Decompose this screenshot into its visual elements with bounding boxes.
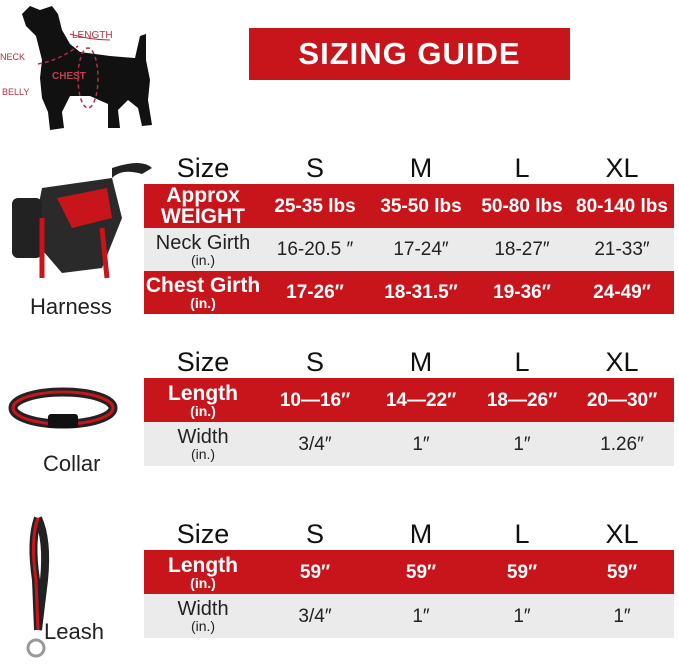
cell: 18-31.5″ [384, 282, 458, 303]
sizing-guide-banner: SIZING GUIDE [249, 28, 570, 80]
row-label: Length [168, 553, 238, 577]
weight-row: Approx WEIGHT 25-35 lbs 35-50 lbs 50-80 l… [144, 184, 674, 228]
cell: 1″ [412, 433, 430, 455]
cell: 59″ [299, 561, 331, 583]
collar-header-row: Size S M L XL [144, 346, 674, 378]
chest-label: CHEST [52, 71, 86, 82]
cell: 80-140 lbs [576, 195, 668, 217]
cell: 3/4″ [298, 433, 332, 455]
row-unit: (in.) [190, 251, 216, 268]
cell: 17-26″ [286, 282, 344, 303]
row-unit: (in.) [190, 295, 216, 311]
cell: 59″ [606, 561, 638, 583]
leash-image [26, 516, 50, 658]
collar-width-row: Width (in.) 3/4″ 1″ 1″ 1.26″ [144, 422, 674, 466]
cell: 3/4″ [298, 605, 332, 627]
size-xl: XL [605, 518, 639, 549]
cell: 18-27″ [494, 239, 550, 260]
row-unit: (in.) [190, 574, 216, 591]
dog-measurement-diagram: LENGTH NECK CHEST BELLY [0, 6, 152, 130]
cell: 18—26″ [486, 389, 558, 411]
row-label: Width [177, 426, 229, 448]
row-label: Width [177, 598, 229, 620]
size-xl: XL [605, 152, 639, 183]
size-s: S [305, 152, 324, 183]
cell: 21-33″ [594, 239, 650, 260]
row-unit: (in.) [190, 446, 216, 462]
cell: 24-49″ [593, 282, 651, 303]
size-header: Size [176, 518, 230, 549]
leash-length-row: Length (in.) 59″ 59″ 59″ 59″ [144, 550, 674, 594]
harness-label: Harness [30, 294, 112, 319]
size-l: L [514, 346, 530, 377]
size-header: Size [176, 346, 230, 377]
cell: 19-36″ [493, 282, 551, 303]
cell: 1″ [513, 433, 531, 455]
size-s: S [305, 518, 324, 549]
cell: 17-24″ [393, 239, 449, 260]
harness-size-table: Size S M L XL Approx WEIGHT 25-35 lbs 35-… [144, 152, 674, 314]
cell: 59″ [405, 561, 437, 583]
row-unit: (in.) [190, 402, 216, 419]
cell: 50-80 lbs [481, 195, 563, 217]
cell: 20—30″ [586, 389, 658, 411]
size-m: M [409, 346, 433, 377]
row-label: Length [168, 381, 238, 405]
neck-girth-row: Neck Girth (in.) 16-20.5 ″ 17-24″ 18-27″ … [144, 228, 674, 271]
leash-header-row: Size S M L XL [144, 518, 674, 550]
chest-girth-row: Chest Girth (in.) 17-26″ 18-31.5″ 19-36″ … [144, 271, 674, 314]
cell: 25-35 lbs [274, 195, 356, 217]
length-label: LENGTH [72, 30, 113, 41]
leash-width-row: Width (in.) 3/4″ 1″ 1″ 1″ [144, 594, 674, 638]
row-unit: (in.) [190, 618, 216, 634]
row-label: Neck Girth [155, 231, 251, 254]
cell: 16-20.5 ″ [276, 239, 354, 260]
dog-silhouette [22, 6, 152, 130]
cell: 14—22″ [385, 389, 457, 411]
cell: 1.26″ [600, 433, 644, 455]
harness-header-row: Size S M L XL [144, 152, 674, 184]
cell: 1″ [412, 605, 430, 627]
cell: 59″ [506, 561, 538, 583]
row-sublabel: WEIGHT [161, 205, 245, 228]
neck-label: NECK [0, 52, 25, 62]
cell: 1″ [613, 605, 631, 627]
size-xl: XL [605, 346, 639, 377]
collar-image [8, 387, 118, 429]
cell: 35-50 lbs [380, 195, 462, 217]
belly-label: BELLY [2, 87, 29, 97]
leash-size-table: Size S M L XL Length (in.) 59″ 59″ 59″ 59… [144, 518, 674, 638]
size-header: Size [176, 152, 230, 183]
collar-label: Collar [43, 451, 101, 476]
cell: 1″ [513, 605, 531, 627]
size-m: M [409, 152, 433, 183]
size-s: S [305, 346, 324, 377]
collar-size-table: Size S M L XL Length (in.) 10—16″ 14—22″ … [144, 346, 674, 466]
cell: 10—16″ [279, 389, 351, 411]
leash-label: Leash [44, 619, 104, 644]
collar-length-row: Length (in.) 10—16″ 14—22″ 18—26″ 20—30″ [144, 378, 674, 422]
row-label: Chest Girth [145, 274, 261, 297]
size-l: L [514, 518, 530, 549]
row-label: Approx [166, 184, 240, 207]
size-l: L [514, 152, 530, 183]
harness-image [12, 163, 152, 279]
size-m: M [409, 518, 433, 549]
